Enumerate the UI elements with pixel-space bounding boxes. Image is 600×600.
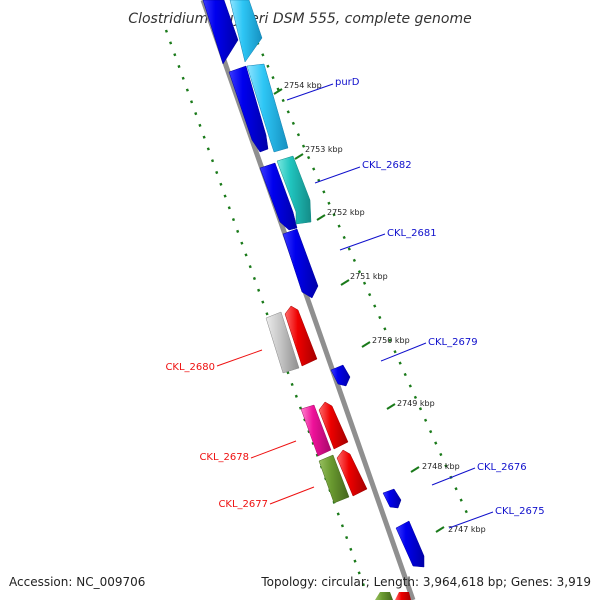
gene-CKL_2682-arrow [259, 162, 298, 231]
kbp-label-2751: 2751 kbp [350, 272, 388, 281]
gene-label-CKL_2680[interactable]: CKL_2680 [165, 362, 215, 373]
gene-label-purD[interactable]: purD [335, 77, 360, 88]
kbp-label-2752: 2752 kbp [327, 208, 365, 217]
gene-label-CKL_2679[interactable]: CKL_2679 [428, 337, 478, 348]
leader-CKL_2678 [250, 440, 297, 459]
genome-backbone [200, 0, 416, 600]
kbp-tick-2748 [410, 466, 420, 473]
kbp-label-2749: 2749 kbp [397, 399, 435, 408]
gene-teal-block [276, 155, 312, 225]
gene-label-CKL_2676[interactable]: CKL_2676 [477, 462, 527, 473]
gene-label-CKL_2682[interactable]: CKL_2682 [362, 160, 412, 171]
leader-CKL_2677 [269, 486, 315, 505]
gene-label-CKL_2681[interactable]: CKL_2681 [387, 228, 437, 239]
genome-title: Clostridium kluyveri DSM 555, complete g… [128, 11, 471, 27]
gene-sky-upper [229, 0, 263, 63]
gene-CKL_2677-block [318, 454, 350, 504]
gene-CKL_2681-arrow [282, 228, 319, 299]
gene-CKL_2675-arrow [395, 520, 425, 568]
kbp-tick-2747 [435, 526, 445, 533]
kbp-tick-2752 [316, 214, 326, 221]
gene-CKL_2680-block [265, 311, 300, 374]
gene-red-lower [336, 449, 368, 497]
leader-purD [286, 83, 334, 101]
kbp-label-2748: 2748 kbp [422, 462, 460, 471]
kbp-tick-2751 [340, 279, 350, 286]
kbp-label-2753: 2753 kbp [305, 145, 343, 154]
leader-CKL_2679 [380, 342, 427, 362]
kbp-tick-2753 [294, 153, 304, 160]
kbp-tick-2750 [361, 341, 371, 348]
accession-text: Accession: NC_009706 [9, 575, 145, 589]
gene-red-middle [318, 401, 349, 450]
gene-bottom-olive-partial [375, 592, 393, 600]
gene-CKL_2678-block [300, 404, 332, 457]
gene-cyan-block-upper [246, 63, 289, 153]
kbp-tick-2754 [273, 88, 283, 95]
gene-CKL_2679-arrow [330, 364, 351, 387]
kbp-label-2747: 2747 kbp [448, 525, 486, 534]
kbp-label-2750: 2750 kbp [372, 336, 410, 345]
gene-label-CKL_2678[interactable]: CKL_2678 [199, 452, 249, 463]
kbp-tick-2749 [386, 403, 396, 410]
kbp-label-2754: 2754 kbp [284, 81, 322, 90]
genome-summary-text: Topology: circular; Length: 3,964,618 bp… [260, 575, 591, 589]
gene-red-CKL_2680-upper [284, 305, 318, 367]
gene-purD-arrow [228, 65, 269, 153]
gene-label-CKL_2677[interactable]: CKL_2677 [218, 499, 268, 510]
leader-CKL_2675 [448, 511, 494, 529]
leader-CKL_2676 [431, 467, 476, 486]
gene-forward-upper [202, 0, 239, 65]
leader-CKL_2681 [339, 233, 386, 251]
leader-CKL_2680 [216, 349, 263, 367]
leader-CKL_2682 [314, 166, 361, 184]
gene-bottom-red-partial [395, 592, 411, 600]
gene-CKL_2676-arrow [382, 488, 402, 509]
gene-label-CKL_2675[interactable]: CKL_2675 [495, 506, 545, 517]
